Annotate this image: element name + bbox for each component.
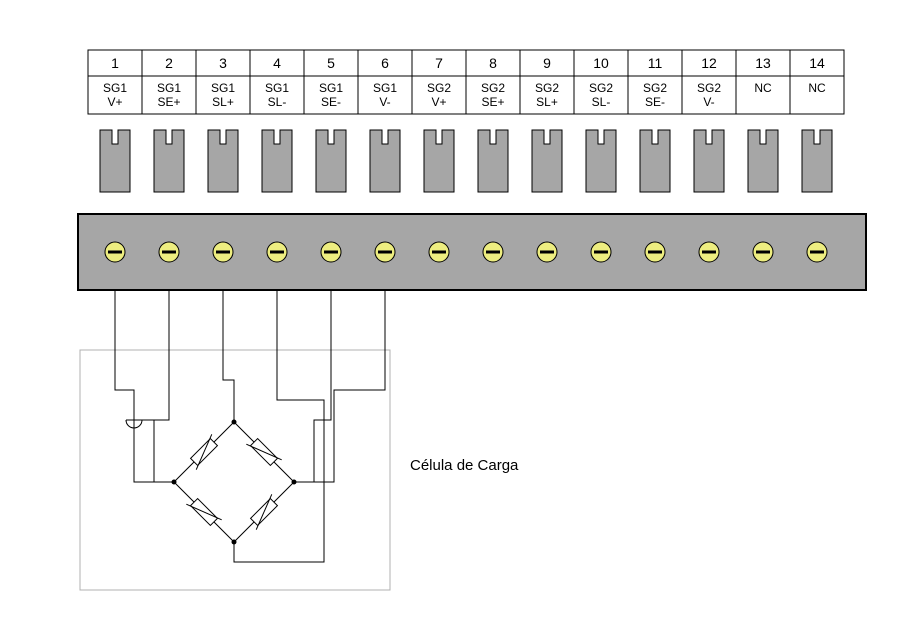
terminal-number: 13: [755, 55, 771, 71]
terminal-block-body: [78, 214, 866, 290]
terminal-number: 10: [593, 55, 609, 71]
terminal-number: 6: [381, 55, 389, 71]
terminal-label-1: SG2: [643, 81, 667, 95]
terminal-label-1: NC: [808, 81, 826, 95]
terminal-number: 4: [273, 55, 281, 71]
terminal-number: 8: [489, 55, 497, 71]
terminal-label-1: SG2: [535, 81, 559, 95]
terminal-label-1: SG1: [103, 81, 127, 95]
terminal-label-1: SG1: [319, 81, 343, 95]
terminal-table: 1SG1V+2SG1SE+3SG1SL+4SG1SL-5SG1SE-6SG1V-…: [88, 50, 844, 114]
terminal-label-1: SG1: [373, 81, 397, 95]
terminal-label-2: SL-: [268, 95, 287, 109]
terminal-number: 7: [435, 55, 443, 71]
terminal-label-2: V+: [107, 95, 122, 109]
terminal-number: 12: [701, 55, 717, 71]
load-cell: [80, 350, 390, 590]
terminal-label-2: V-: [379, 95, 390, 109]
terminal-label-2: SE+: [481, 95, 504, 109]
wires: [115, 290, 385, 562]
terminal-number: 9: [543, 55, 551, 71]
terminal-label-2: SL+: [212, 95, 234, 109]
terminal-number: 11: [648, 55, 663, 71]
terminal-label-2: SE-: [645, 95, 665, 109]
load-cell-label: Célula de Carga: [410, 457, 519, 474]
terminal-number: 2: [165, 55, 173, 71]
terminal-label-1: SG2: [697, 81, 721, 95]
terminal-label-1: SG1: [157, 81, 181, 95]
terminal-label-1: SG2: [481, 81, 505, 95]
terminal-label-1: NC: [754, 81, 772, 95]
terminal-number: 5: [327, 55, 335, 71]
terminal-label-2: SL+: [536, 95, 558, 109]
terminal-label-1: SG1: [265, 81, 289, 95]
terminal-label-2: V+: [431, 95, 446, 109]
terminal-label-2: V-: [703, 95, 714, 109]
terminal-number: 14: [809, 55, 825, 71]
terminal-label-1: SG1: [211, 81, 235, 95]
terminal-number: 3: [219, 55, 227, 71]
terminal-number: 1: [111, 55, 119, 71]
terminal-pins: [100, 130, 832, 192]
terminal-label-2: SE+: [157, 95, 180, 109]
terminal-label-1: SG2: [589, 81, 613, 95]
terminal-label-2: SE-: [321, 95, 341, 109]
terminal-label-1: SG2: [427, 81, 451, 95]
terminal-label-2: SL-: [592, 95, 611, 109]
